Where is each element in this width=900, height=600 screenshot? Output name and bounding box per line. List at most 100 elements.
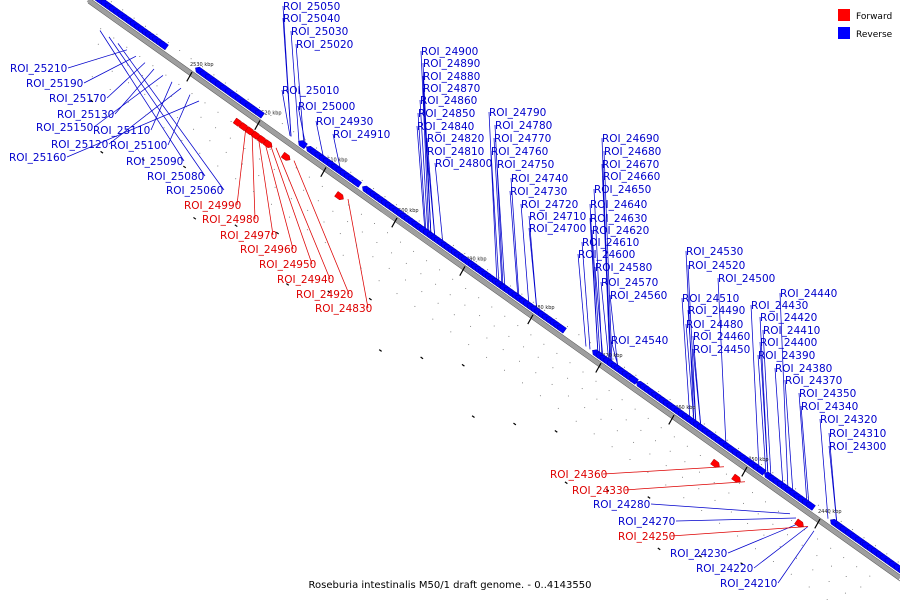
dot [145,114,147,116]
dot [504,315,506,317]
scale-tick [459,266,466,276]
dot [726,439,728,441]
dot [715,431,717,433]
dot [755,548,756,550]
roi-label: ROI_24300 [829,441,886,453]
dot [321,185,323,187]
dot [829,512,831,514]
roi-label: ROI_24570 [601,277,658,289]
roi-label: ROI_24330 [572,485,629,497]
legend-swatch-reverse [838,27,850,39]
leader-line [93,75,164,128]
dot [213,74,215,76]
dot [581,388,583,390]
scale-tick [254,120,261,131]
dot [332,210,334,212]
dot [100,28,102,30]
dot [242,163,243,165]
dash [193,216,197,220]
leader-line [681,297,691,421]
dot [269,148,271,150]
roi-label: ROI_25040 [283,13,340,25]
scale-tick-label: 2500 kbp [395,208,419,214]
dot [270,115,272,116]
dot [432,318,434,320]
dot [163,127,165,129]
dash [141,158,145,161]
dot [665,484,667,486]
roi-label: ROI_24400 [760,337,817,349]
dot [160,105,162,107]
dash [657,547,661,551]
dot [139,56,141,57]
leader-line [591,229,601,357]
scale-tick-label: 2520 kbp [258,110,282,116]
leader-line [490,150,500,285]
leader-line [426,150,436,240]
dot [738,482,740,484]
dot [502,349,504,351]
roi-label: ROI_24890 [423,58,480,70]
dot [289,216,290,218]
leader-line [108,36,206,177]
dot [493,325,495,327]
leader-line [117,43,225,191]
roi-label: ROI_24250 [618,531,675,543]
leader-line [251,130,256,220]
dot [111,70,113,72]
roi-label: ROI_25080 [147,171,204,183]
dot [259,106,260,108]
dot [830,547,832,549]
dash [647,496,651,499]
roi-label: ROI_24390 [758,350,815,362]
dot [215,127,217,129]
dot [204,102,206,104]
dot [152,65,154,67]
dot [611,446,613,448]
roi-label: ROI_25170 [49,93,106,105]
leader-line [509,190,519,299]
leader-line [577,253,587,347]
dot [437,302,439,304]
roi-label: ROI_24720 [521,199,578,211]
reverse-gene-arrow [255,109,265,119]
dot [181,140,183,141]
roi-label: ROI_24270 [618,516,675,528]
roi-label: ROI_25150 [36,122,93,134]
dot [556,352,558,354]
roi-label: ROI_24560 [610,290,667,302]
dot [772,523,774,525]
dot [509,285,511,287]
scale-tick [391,217,398,228]
roi-label: ROI_25030 [291,26,348,38]
dot [145,25,146,27]
roi-label: ROI_24280 [593,499,650,511]
roi-label: ROI_25190 [26,78,83,90]
dot [530,334,532,336]
dot [236,90,238,92]
dot [224,82,226,84]
leader-line [717,277,727,447]
dot [796,557,797,559]
roi-label: ROI_24530 [686,246,743,258]
roi-label: ROI_24370 [785,375,842,387]
dot [698,488,700,490]
dot [126,46,128,48]
dot [475,261,477,263]
leader-line [624,481,746,491]
dot [692,415,694,417]
scale-tick [595,362,602,373]
leader-line [347,199,369,309]
dash [368,297,372,301]
roi-label: ROI_24840 [417,121,474,133]
scale-tick [668,414,675,425]
leader-line [67,49,128,69]
dot [765,501,766,503]
roi-label: ROI_24660 [603,171,660,183]
forward-gene-arrow [710,458,720,468]
roi-label: ROI_24960 [240,244,297,256]
dot [804,529,806,531]
dot [464,304,466,306]
leader-line [727,521,803,554]
roi-label: ROI_24580 [595,262,652,274]
